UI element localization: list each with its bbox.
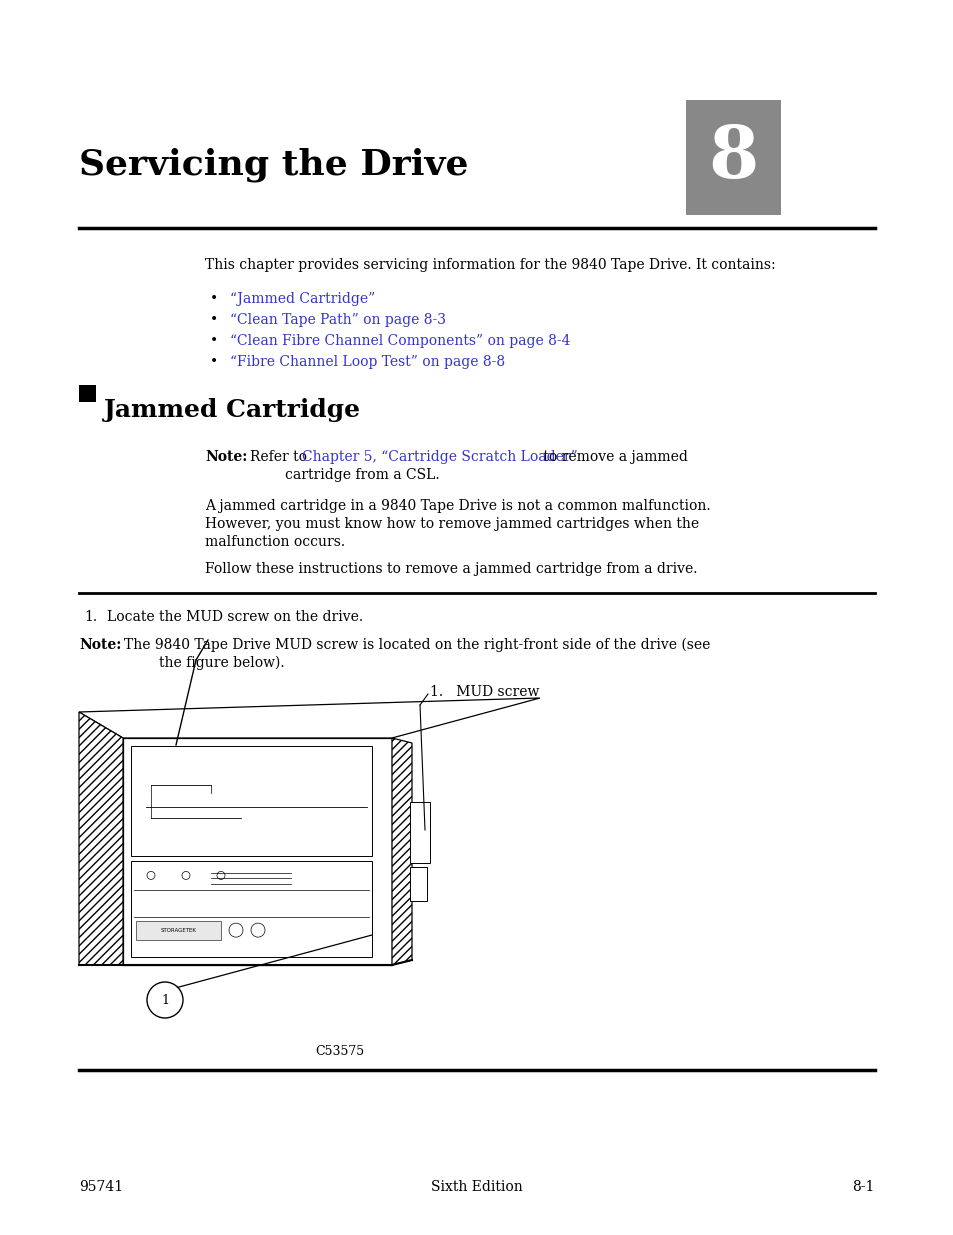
Bar bbox=[410, 867, 427, 902]
Bar bbox=[79, 384, 96, 401]
Text: 1: 1 bbox=[161, 993, 169, 1007]
Polygon shape bbox=[131, 861, 372, 957]
Text: Jammed Cartridge: Jammed Cartridge bbox=[104, 398, 361, 421]
Text: 1.: 1. bbox=[84, 610, 97, 624]
Circle shape bbox=[147, 982, 183, 1018]
Circle shape bbox=[229, 923, 243, 937]
Polygon shape bbox=[131, 746, 372, 856]
Text: This chapter provides servicing information for the 9840 Tape Drive. It contains: This chapter provides servicing informat… bbox=[205, 258, 775, 272]
Polygon shape bbox=[123, 739, 392, 965]
Text: Follow these instructions to remove a jammed cartridge from a drive.: Follow these instructions to remove a ja… bbox=[205, 562, 697, 576]
Text: Chapter 5, “Cartridge Scratch Loader”: Chapter 5, “Cartridge Scratch Loader” bbox=[302, 450, 578, 464]
Bar bbox=[685, 100, 781, 215]
Text: •: • bbox=[210, 312, 218, 327]
Text: However, you must know how to remove jammed cartridges when the: However, you must know how to remove jam… bbox=[205, 517, 699, 531]
Text: STORAGETEK: STORAGETEK bbox=[160, 927, 196, 932]
Circle shape bbox=[251, 923, 265, 937]
Text: •: • bbox=[210, 291, 218, 306]
Text: Servicing the Drive: Servicing the Drive bbox=[79, 148, 468, 183]
Bar bbox=[410, 802, 430, 863]
Text: Sixth Edition: Sixth Edition bbox=[431, 1179, 522, 1194]
Text: 1.   MUD screw: 1. MUD screw bbox=[430, 685, 538, 699]
Text: A jammed cartridge in a 9840 Tape Drive is not a common malfunction.: A jammed cartridge in a 9840 Tape Drive … bbox=[205, 499, 710, 513]
Text: “Jammed Cartridge”: “Jammed Cartridge” bbox=[230, 291, 375, 306]
Text: 8-1: 8-1 bbox=[852, 1179, 874, 1194]
Text: the figure below).: the figure below). bbox=[159, 656, 285, 671]
Polygon shape bbox=[79, 713, 123, 965]
Text: •: • bbox=[210, 354, 218, 369]
Text: 8: 8 bbox=[708, 122, 758, 193]
Text: “Fibre Channel Loop Test” on page 8-8: “Fibre Channel Loop Test” on page 8-8 bbox=[230, 354, 505, 369]
Polygon shape bbox=[392, 739, 412, 965]
Text: The 9840 Tape Drive MUD screw is located on the right-front side of the drive (s: The 9840 Tape Drive MUD screw is located… bbox=[124, 638, 710, 652]
Text: “Clean Tape Path” on page 8-3: “Clean Tape Path” on page 8-3 bbox=[230, 312, 446, 327]
Bar bbox=[136, 920, 221, 940]
Text: •: • bbox=[210, 333, 218, 348]
Text: Note:: Note: bbox=[205, 450, 247, 464]
Text: Locate the MUD screw on the drive.: Locate the MUD screw on the drive. bbox=[107, 610, 363, 624]
Text: cartridge from a CSL.: cartridge from a CSL. bbox=[285, 468, 439, 482]
Text: C53575: C53575 bbox=[315, 1045, 364, 1058]
Polygon shape bbox=[79, 698, 539, 739]
Text: Refer to: Refer to bbox=[250, 450, 312, 464]
Text: 95741: 95741 bbox=[79, 1179, 123, 1194]
Text: malfunction occurs.: malfunction occurs. bbox=[205, 535, 345, 550]
Text: to remove a jammed: to remove a jammed bbox=[538, 450, 687, 464]
Text: “Clean Fibre Channel Components” on page 8-4: “Clean Fibre Channel Components” on page… bbox=[230, 333, 570, 348]
Text: Note:: Note: bbox=[79, 638, 121, 652]
